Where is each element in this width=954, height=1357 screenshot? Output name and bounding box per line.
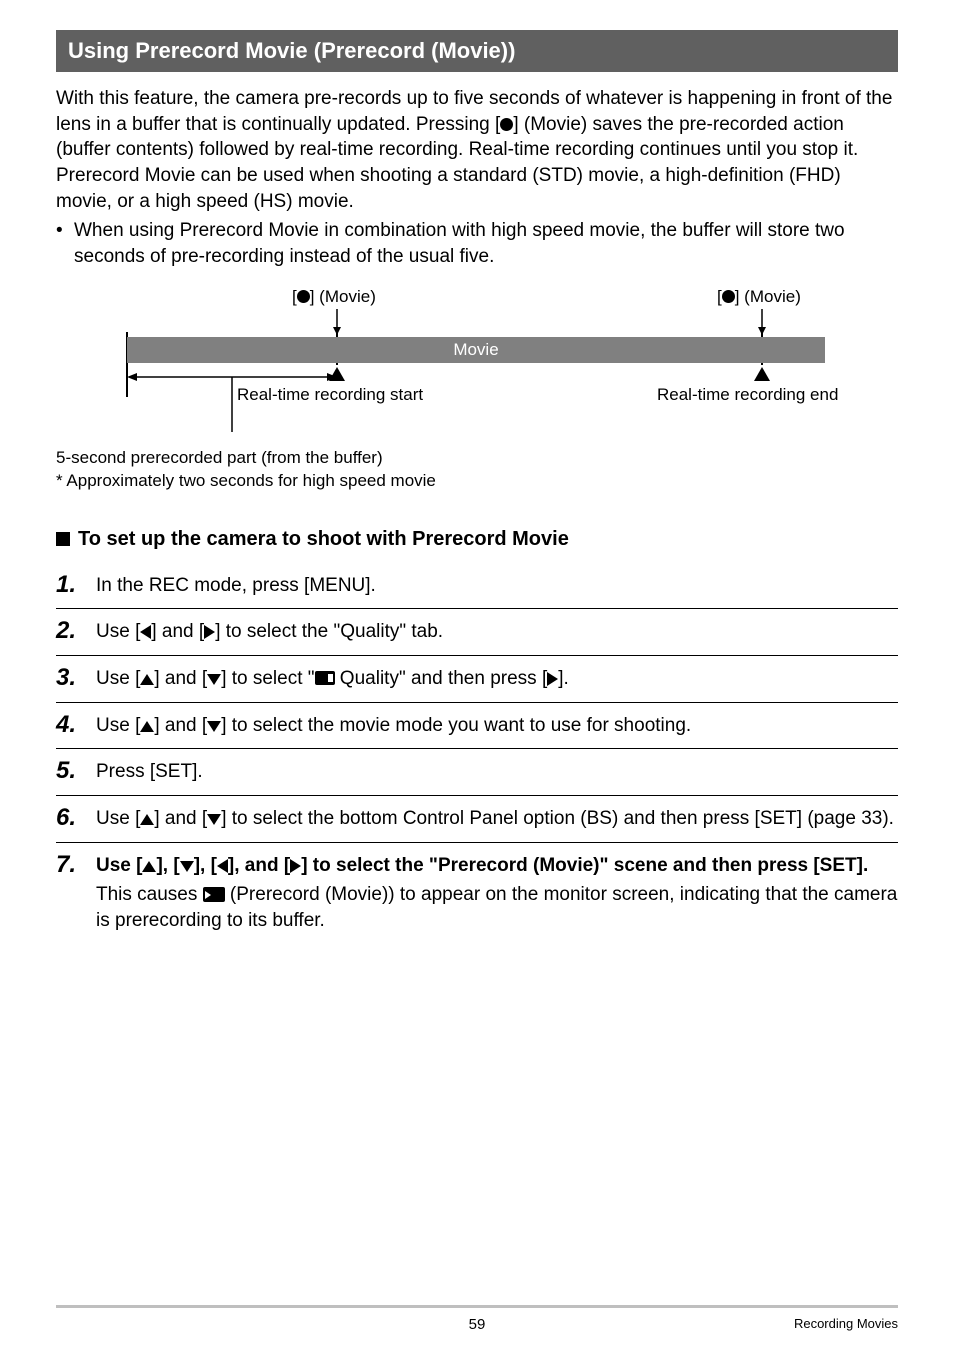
step-4: 4. Use [ ] and [ ] to select the movie mod… [56,703,898,750]
step-7: 7. Use [ ], [ ], [ ], and [ ] to select the … [56,843,898,944]
step-6: 6. Use [ ] and [ ] to select the bottom Co… [56,796,898,843]
t: ] to select the movie mode you want to u… [221,715,691,736]
step-text: Use [ ] and [ ] to select the "Quality" ta… [96,617,443,645]
intro-bullet: • When using Prerecord Movie in combinat… [56,218,898,269]
step-text: Press [SET]. [96,757,203,785]
page-footer: 59 Recording Movies [56,1305,898,1331]
step-5: 5. Press [SET]. [56,749,898,796]
record-icon [500,118,513,131]
t: ], [ [156,855,179,876]
t: ] and [ [154,715,207,736]
left-icon [217,859,228,873]
up-icon [140,721,154,732]
down-icon [207,721,221,732]
t: Use [ [96,668,140,689]
t: Use [ [96,808,140,829]
step-subtext: This causes (Prerecord (Movie)) to appea… [96,882,898,933]
prerecord-diagram: [] (Movie) [] (Movie) Movie [97,287,857,437]
step-text: Use [ ] and [ ] to select " Quality" and t… [96,664,569,692]
step-number: 4. [56,711,84,737]
t: Use [ [96,621,140,642]
step-number: 7. [56,851,84,877]
step-2: 2. Use [ ] and [ ] to select the "Quality"… [56,609,898,656]
movie-bar: Movie [127,337,825,363]
t: Quality" and then press [ [335,668,548,689]
step-number: 5. [56,757,84,783]
t: ] to select the bottom Control Panel opt… [221,808,894,829]
section-header: Using Prerecord Movie (Prerecord (Movie)… [56,30,898,72]
left-icon [140,625,151,639]
right-icon [290,859,301,873]
t: ], [ [194,855,217,876]
step-text: Use [ ], [ ], [ ], and [ ] to select the "Pr… [96,851,898,934]
t: ] and [ [154,668,207,689]
step-text: Use [ ] and [ ] to select the bottom Contr… [96,804,894,832]
up-icon [140,674,154,685]
up-icon [140,814,154,825]
down-icon [180,861,194,872]
footer-section: Recording Movies [794,1316,898,1331]
t: ] to select the "Quality" tab. [215,621,443,642]
up-icon [142,861,156,872]
t: ]. [558,668,569,689]
bullet-dot: • [56,218,74,269]
subhead-text: To set up the camera to shoot with Prere… [78,528,569,551]
t: This causes [96,884,203,905]
intro-paragraph: With this feature, the camera pre-record… [56,86,898,214]
step-text: Use [ ] and [ ] to select the movie mode y… [96,711,691,739]
t: ] to select " [221,668,314,689]
t: ] and [ [154,808,207,829]
step-text: In the REC mode, press [MENU]. [96,571,376,599]
right-icon [204,625,215,639]
t: ] and [ [151,621,204,642]
footnote-line1: 5-second prerecorded part (from the buff… [56,447,898,469]
prerecord-icon [203,887,225,902]
square-icon [56,532,70,546]
t: Use [ [96,855,142,876]
rt-start-label: Real-time recording start [237,385,423,405]
t: ], and [ [228,855,290,876]
subheading: To set up the camera to shoot with Prere… [56,528,898,551]
bullet-text: When using Prerecord Movie in combinatio… [74,218,898,269]
step-number: 6. [56,804,84,830]
t: Use [ [96,715,140,736]
step-number: 1. [56,571,84,597]
rt-end-label: Real-time recording end [657,385,838,405]
step-number: 2. [56,617,84,643]
asterisk: * [56,471,63,490]
step-3: 3. Use [ ] and [ ] to select " Quality" an… [56,656,898,703]
t: ] to select the "Prerecord (Movie)" scen… [301,855,868,876]
quality-icon [315,671,335,685]
footnote-line2: * Approximately two seconds for high spe… [56,470,898,492]
step-1: 1. In the REC mode, press [MENU]. [56,563,898,610]
right-icon [547,672,558,686]
down-icon [207,674,221,685]
footnote-2-text: Approximately two seconds for high speed… [66,471,435,490]
diagram-footnote: 5-second prerecorded part (from the buff… [56,447,898,491]
step-number: 3. [56,664,84,690]
page-number: 59 [469,1316,486,1333]
down-icon [207,814,221,825]
